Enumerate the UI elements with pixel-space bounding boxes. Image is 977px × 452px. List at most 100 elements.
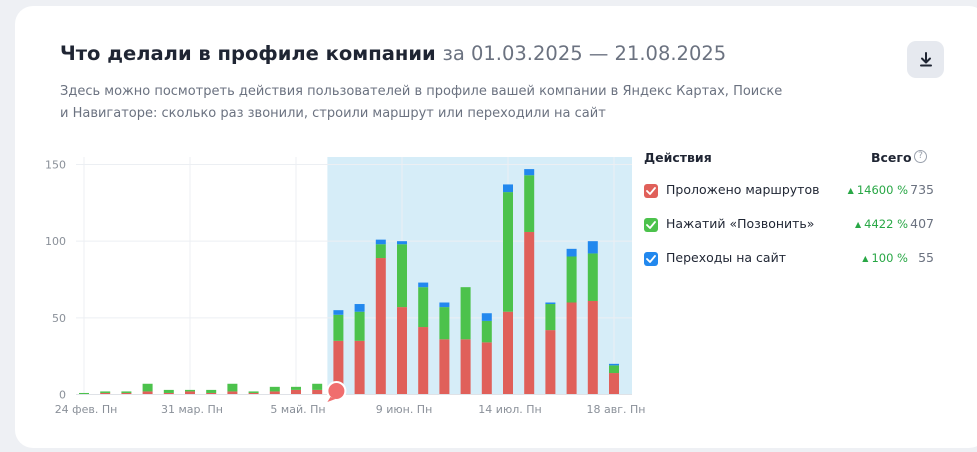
legend-header-total: Всего — [871, 150, 912, 165]
checkbox-routes[interactable] — [644, 184, 658, 198]
bar-segment-calls — [609, 365, 619, 374]
bar-segment-site — [397, 241, 407, 245]
bar-segment-routes — [312, 389, 323, 395]
card-title-period: за 01.03.2025 — 21.08.2025 — [442, 42, 727, 65]
bar-segment-routes — [397, 307, 407, 395]
y-tick-label: 150 — [45, 159, 66, 172]
bar-segment-calls — [397, 244, 407, 308]
question-icon[interactable]: ? — [914, 150, 927, 163]
bar-segment-routes — [269, 391, 280, 395]
bar-segment-routes — [291, 389, 301, 395]
legend-item-total: 735 — [910, 182, 934, 197]
bar-segment-calls — [524, 175, 535, 232]
bar-segment-calls — [269, 386, 280, 392]
bar-segment-calls — [354, 311, 365, 341]
legend-item-change: ▲ 4422 % — [855, 217, 908, 231]
checkmark-icon — [646, 187, 656, 195]
card-description: Здесь можно посмотреть действия пользова… — [60, 81, 820, 125]
bar-segment-routes — [354, 340, 365, 395]
legend-item-total: 407 — [910, 216, 934, 231]
bar-segment-calls — [248, 391, 259, 393]
checkmark-icon — [646, 221, 656, 229]
legend-item-name: Переходы на сайт — [666, 250, 786, 265]
bar-segment-site — [418, 282, 429, 288]
card-title: Что делали в профиле компании за 01.03.2… — [60, 42, 726, 65]
bar-segment-calls — [121, 391, 132, 393]
y-tick-label: 0 — [59, 389, 66, 402]
bar-segment-routes — [545, 330, 556, 395]
bar-segment-routes — [418, 327, 429, 395]
bar-segment-calls — [418, 287, 429, 328]
bar-segment-calls — [79, 392, 89, 395]
bar-segment-routes — [375, 258, 386, 395]
bar-segment-routes — [481, 342, 492, 395]
legend-item-routes[interactable]: Проложено маршрутов ▲ 14600 % 735 — [644, 181, 934, 201]
bar-segment-calls — [206, 389, 217, 393]
bar-segment-calls — [333, 314, 344, 341]
bar-segment-calls — [185, 389, 195, 392]
selected-period-area — [327, 157, 632, 395]
bar-segment-site — [609, 363, 619, 366]
event-marker-icon[interactable] — [326, 381, 347, 402]
arrow-up-icon: ▲ — [847, 186, 854, 195]
legend-item-change-value: 100 % — [871, 251, 908, 265]
download-button[interactable] — [907, 41, 944, 78]
legend-item-name: Нажатий «Позвонить» — [666, 216, 815, 231]
bar-segment-routes — [185, 391, 195, 395]
x-tick-label: 14 июл. Пн — [478, 403, 541, 416]
arrow-up-icon: ▲ — [854, 220, 862, 229]
bar-segment-site — [545, 302, 556, 305]
bar-segment-routes — [100, 392, 111, 395]
bar-segment-calls — [439, 307, 450, 340]
bar-segment-calls — [566, 256, 577, 303]
bar-segment-calls — [312, 383, 323, 390]
x-tick-label: 5 май. Пн — [270, 403, 325, 416]
description-line-1: Здесь можно посмотреть действия пользова… — [60, 84, 783, 99]
checkmark-icon — [646, 255, 656, 263]
bar-segment-routes — [142, 391, 153, 395]
bar-segment-routes — [524, 231, 535, 395]
download-icon — [919, 52, 932, 67]
bar-segment-calls — [163, 389, 174, 393]
bar-segment-site — [503, 184, 513, 193]
bar-segment-calls — [503, 192, 513, 312]
checkbox-calls[interactable] — [644, 218, 658, 232]
x-tick-label: 31 мар. Пн — [161, 403, 223, 416]
bar-segment-routes — [206, 392, 217, 395]
legend-item-change-value: 4422 % — [864, 217, 908, 231]
arrow-up-icon: ▲ — [862, 254, 869, 263]
bar-segment-routes — [248, 392, 259, 395]
y-tick-label: 50 — [52, 312, 66, 325]
legend-item-name: Проложено маршрутов — [666, 182, 820, 197]
bar-segment-routes — [163, 392, 174, 395]
bar-segment-site — [587, 241, 598, 254]
checkbox-site[interactable] — [644, 252, 658, 266]
bar-segment-calls — [481, 320, 492, 343]
bar-segment-site — [566, 248, 577, 257]
legend-item-total: 55 — [918, 250, 934, 265]
bar-segment-routes — [227, 391, 238, 395]
bar-segment-calls — [545, 304, 556, 331]
bar-segment-routes — [609, 373, 619, 395]
bar-segment-site — [354, 304, 365, 312]
legend-header-actions: Действия — [644, 150, 712, 165]
bar-segment-routes — [121, 392, 132, 395]
x-tick-label: 18 авг. Пн — [587, 403, 646, 416]
bar-segment-site — [481, 313, 492, 321]
legend-item-calls[interactable]: Нажатий «Позвонить» ▲ 4422 % 407 — [644, 215, 934, 235]
bar-segment-calls — [100, 391, 111, 393]
bar-segment-site — [333, 310, 344, 315]
x-tick-label: 24 фев. Пн — [55, 403, 118, 416]
bar-segment-site — [524, 169, 535, 176]
bar-segment-calls — [142, 383, 153, 392]
bar-segment-calls — [227, 383, 238, 392]
bar-segment-routes — [439, 339, 450, 395]
legend-item-change: ▲ 14600 % — [848, 183, 908, 197]
legend-item-change: ▲ 100 % — [862, 251, 908, 265]
legend-item-site[interactable]: Переходы на сайт ▲ 100 % 55 — [644, 249, 934, 269]
bar-segment-routes — [460, 339, 471, 395]
description-line-2: и Навигаторе: сколько раз звонили, строи… — [60, 106, 606, 121]
bar-segment-routes — [503, 311, 513, 395]
bar-segment-routes — [566, 302, 577, 395]
bar-segment-calls — [291, 386, 301, 390]
